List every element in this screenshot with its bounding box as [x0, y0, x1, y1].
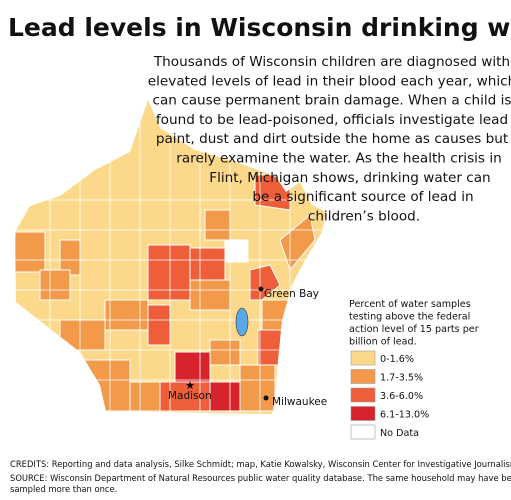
legend: Percent of water samples testing above th… — [349, 299, 479, 440]
intro-line: Thousands of Wisconsin children are diag… — [153, 54, 510, 70]
intro-line: Flint, Michigan shows, drinking water ca… — [209, 170, 490, 186]
city-dot — [258, 286, 264, 292]
legend-swatch — [350, 369, 376, 384]
intro-line: paint, dust and dirt outside the home as… — [156, 131, 508, 147]
city-label: Milwaukee — [272, 396, 327, 408]
legend-title: billion of lead. — [349, 337, 417, 348]
legend-label: 0-1.6% — [380, 354, 414, 365]
intro-line: be a significant source of lead in — [252, 189, 473, 205]
intro-line: found to be lead-poisoned, officials inv… — [156, 112, 508, 128]
capital-star: ★ — [185, 379, 195, 392]
intro-line: can cause permanent brain damage. When a… — [153, 93, 511, 109]
title: Lead levels in Wisconsin drinking water — [8, 13, 511, 42]
intro-line: rarely examine the water. As the health … — [176, 151, 501, 167]
county-borders — [15, 100, 326, 414]
credits: CREDITS: Reporting and data analysis, Si… — [10, 459, 511, 469]
city-label: Madison — [168, 390, 212, 402]
intro-line: elevated levels of lead in their blood e… — [148, 73, 511, 89]
legend-title: Percent of water samples — [349, 299, 471, 310]
legend-title: testing above the federal — [349, 312, 470, 323]
legend-label: 1.7-3.5% — [380, 373, 423, 384]
legend-label: 6.1-13.0% — [380, 410, 429, 421]
legend-label: 3.6-6.0% — [380, 391, 423, 402]
legend-swatch — [350, 406, 376, 421]
legend-swatch — [350, 350, 376, 366]
city-label: Green Bay — [264, 288, 319, 300]
legend-label: No Data — [380, 428, 419, 439]
city-dot — [263, 395, 269, 401]
source-line: SOURCE: Wisconsin Department of Natural … — [10, 473, 511, 483]
intro-text: Thousands of Wisconsin children are diag… — [148, 54, 511, 224]
legend-swatch — [350, 424, 376, 440]
intro-line: children’s blood. — [308, 208, 420, 224]
source-line: sampled more than once. — [10, 484, 117, 494]
legend-title: action level of 15 parts per — [349, 324, 479, 335]
legend-swatch — [350, 387, 376, 403]
source: SOURCE: Wisconsin Department of Natural … — [10, 473, 511, 494]
lake-winnebago — [235, 307, 249, 337]
